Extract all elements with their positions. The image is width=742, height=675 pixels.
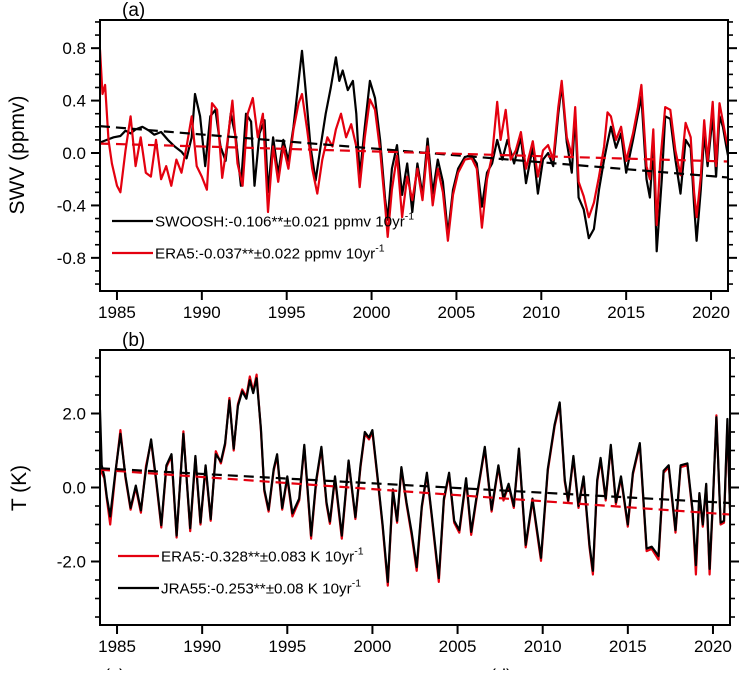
y-tick-label: 0.8 bbox=[62, 39, 86, 58]
y-tick-label: -0.4 bbox=[57, 196, 86, 215]
x-tick-label: 2005 bbox=[438, 303, 476, 322]
swoosh-trend-line bbox=[101, 125, 727, 179]
panel-b-label: (b) bbox=[122, 330, 145, 351]
x-tick-label: 2015 bbox=[607, 303, 645, 322]
panel-a-label: (a) bbox=[122, 0, 145, 21]
x-tick-label: 2010 bbox=[524, 637, 562, 656]
x-tick-label: 2005 bbox=[439, 637, 477, 656]
legend-label-jra55: JRA55:-0.253**±0.08 K 10yr-1 bbox=[161, 578, 361, 598]
panel-b-plot-border bbox=[99, 349, 731, 626]
legend-label-era5-a: ERA5:-0.037**±0.022 ppmv 10yr-1 bbox=[155, 243, 385, 263]
swv-axis-title: SWV (ppmv) bbox=[6, 95, 29, 214]
y-tick-label: -0.8 bbox=[57, 249, 86, 268]
x-tick-label: 2000 bbox=[354, 637, 392, 656]
panel-a-ticks: 1985 1990 1995 2000 2005 2010 2015 2020 0.8 0.4 0.… bbox=[57, 21, 737, 322]
era5-trend-line bbox=[101, 468, 729, 516]
t-axis-title: T (K) bbox=[8, 465, 31, 511]
x-tick-label: 2020 bbox=[694, 637, 732, 656]
y-tick-label: 0.0 bbox=[62, 479, 86, 498]
x-tick-label: 1985 bbox=[98, 637, 136, 656]
x-tick-label: 1990 bbox=[183, 303, 221, 322]
legend-label-swoosh: SWOOSH:-0.106**±0.021 ppmv 10yr-1 bbox=[155, 211, 414, 231]
panel-b-series bbox=[101, 373, 729, 587]
y-tick-label: 0.4 bbox=[62, 92, 86, 111]
x-tick-label: 2015 bbox=[609, 637, 647, 656]
x-tick-label: 2010 bbox=[522, 303, 560, 322]
panel-a-plot-border bbox=[99, 19, 729, 292]
y-tick-label: 0.0 bbox=[62, 144, 86, 163]
panel-b: (b) T (K) 1985 1990 1995 2000 2005 2010 2015 20… bbox=[8, 330, 739, 656]
era5-trend-line bbox=[101, 142, 727, 163]
era5-series-line bbox=[101, 49, 727, 242]
x-tick-label: 2000 bbox=[353, 303, 391, 322]
legend-label-era5-b: ERA5:-0.328**±0.083 K 10yr-1 bbox=[161, 546, 364, 566]
panel-a-series bbox=[101, 49, 727, 253]
x-tick-label: 2020 bbox=[692, 303, 730, 322]
x-tick-label: 1990 bbox=[183, 637, 221, 656]
cropped-panel-d-label: (d) bbox=[490, 666, 512, 670]
panel-b-ticks: 1985 1990 1995 2000 2005 2010 2015 2020 2.0 0.0 -2… bbox=[57, 357, 739, 656]
x-tick-label: 1985 bbox=[98, 303, 136, 322]
panel-a-legend: SWOOSH:-0.106**±0.021 ppmv 10yr-1 ERA5:-… bbox=[112, 211, 414, 263]
y-tick-label: 2.0 bbox=[62, 404, 86, 423]
x-tick-label: 1995 bbox=[268, 303, 306, 322]
jra55-trend-line bbox=[101, 467, 729, 505]
cropped-panel-c-label: (c) bbox=[104, 666, 125, 670]
panel-a: (a) SWV (ppmv) 1985 1990 1995 2000 2005 2010 2… bbox=[6, 0, 737, 322]
y-tick-label: -2.0 bbox=[57, 553, 86, 572]
x-tick-label: 1995 bbox=[268, 637, 306, 656]
panel-b-legend: ERA5:-0.328**±0.083 K 10yr-1 JRA55:-0.25… bbox=[118, 546, 364, 598]
